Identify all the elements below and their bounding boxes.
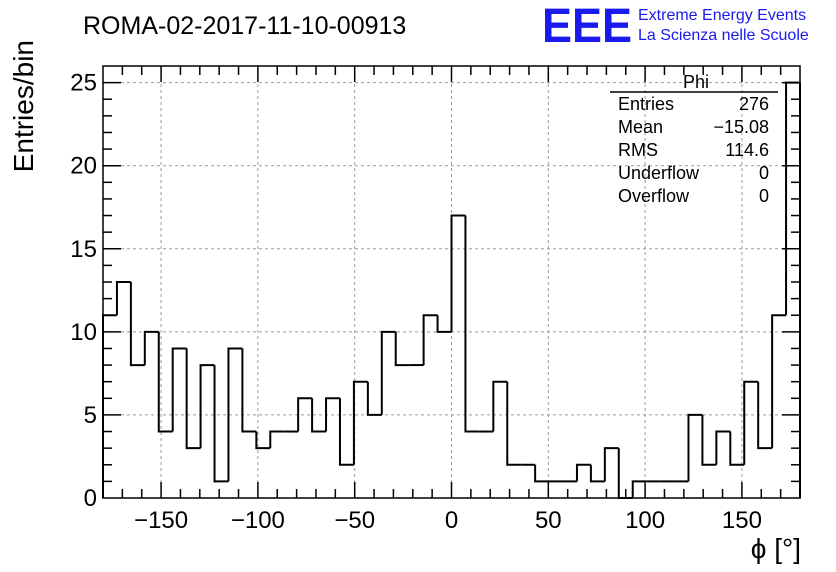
histogram-bin-34 (575, 463, 591, 482)
histogram-bin-31 (534, 464, 550, 483)
eee-logo: EEE (542, 0, 632, 53)
histogram-bin-19 (366, 381, 382, 416)
histogram-bin-43 (701, 414, 717, 466)
stats-value: 276 (739, 94, 769, 114)
histogram-bin-4 (157, 331, 173, 433)
histogram-bin-48 (771, 314, 787, 449)
histogram-bin-5 (171, 347, 187, 432)
axis-ticks (103, 66, 800, 498)
y-tick-label: 25 (70, 70, 97, 97)
stats-value: 0 (759, 163, 769, 183)
x-tick-label: 150 (722, 507, 762, 534)
x-tick-label: 0 (445, 507, 458, 534)
chart-title: ROMA-02-2017-11-10-00913 (83, 12, 406, 40)
x-axis-label: ϕ [°] (751, 533, 801, 564)
branding-line-1: Extreme Energy Events (638, 7, 806, 24)
histogram-bin-8 (213, 365, 229, 483)
histogram-bin-0 (102, 314, 117, 498)
histogram-bin-18 (352, 380, 368, 465)
histogram-bin-11 (255, 431, 271, 450)
histogram-bin-23 (422, 314, 438, 366)
histogram-bin-47 (757, 381, 773, 450)
histogram-bin-16 (325, 397, 340, 432)
x-tick-label: −50 (334, 507, 375, 534)
histogram-bin-3 (143, 330, 159, 366)
histogram-bin-26 (464, 215, 480, 433)
histogram-bin-12 (269, 430, 285, 449)
histogram-bin-15 (311, 398, 327, 433)
x-tick-label: 100 (625, 507, 665, 534)
stats-label: Mean (618, 117, 663, 137)
y-tick-label: 15 (70, 236, 97, 263)
x-tick-label: 50 (535, 507, 562, 534)
branding-line-2: La Scienza nelle Scuole (638, 27, 809, 44)
histogram-bin-46 (743, 380, 759, 465)
histogram-bin-9 (227, 347, 243, 482)
stats-label: Entries (618, 94, 674, 114)
stats-value: 0 (759, 186, 769, 206)
stats-box: Phi Entries 276 Mean −15.08 RMS 114.6 Underflo… (610, 72, 778, 206)
histogram-bin-45 (729, 431, 745, 466)
histogram-bin-36 (603, 447, 619, 482)
histogram-bin-14 (297, 397, 313, 432)
histogram-bin-44 (715, 430, 731, 465)
x-tick-label: −100 (231, 507, 285, 534)
histogram-bin-24 (436, 315, 452, 333)
stats-value: 114.6 (725, 140, 769, 160)
histogram-bin-35 (589, 464, 605, 483)
stats-value: −15.08 (713, 117, 769, 137)
y-tick-label: 5 (84, 402, 97, 429)
y-tick-labels: 0 5 10 15 20 25 (70, 70, 97, 512)
histogram-bin-1 (115, 281, 131, 316)
histogram-bin-42 (687, 413, 703, 482)
histogram-bin-38 (631, 480, 647, 498)
y-tick-label: 0 (84, 485, 97, 512)
histogram-bin-6 (185, 348, 201, 450)
y-tick-label: 20 (70, 153, 97, 180)
histogram-bin-2 (129, 282, 145, 367)
stats-box-title: Phi (683, 72, 709, 92)
stats-label: RMS (618, 140, 658, 160)
stats-label: Overflow (618, 186, 690, 206)
histogram-bin-20 (380, 330, 396, 415)
histogram-bin-25 (450, 214, 466, 332)
eee-branding: EEE Extreme Energy Events La Scienza nel… (542, 0, 809, 53)
histogram-bin-21 (394, 331, 410, 367)
x-tick-label: −150 (134, 507, 188, 534)
y-axis-label: Entries/bin (8, 40, 39, 172)
histogram-bin-7 (199, 364, 215, 449)
histogram-bin-10 (241, 348, 257, 433)
histogram-bin-28 (492, 380, 508, 432)
stats-label: Underflow (618, 163, 700, 183)
x-tick-labels: −150 −100 −50 0 50 100 150 (134, 507, 762, 534)
histogram-bin-29 (506, 381, 522, 466)
histogram-bin-17 (338, 398, 354, 466)
y-tick-label: 10 (70, 319, 97, 346)
